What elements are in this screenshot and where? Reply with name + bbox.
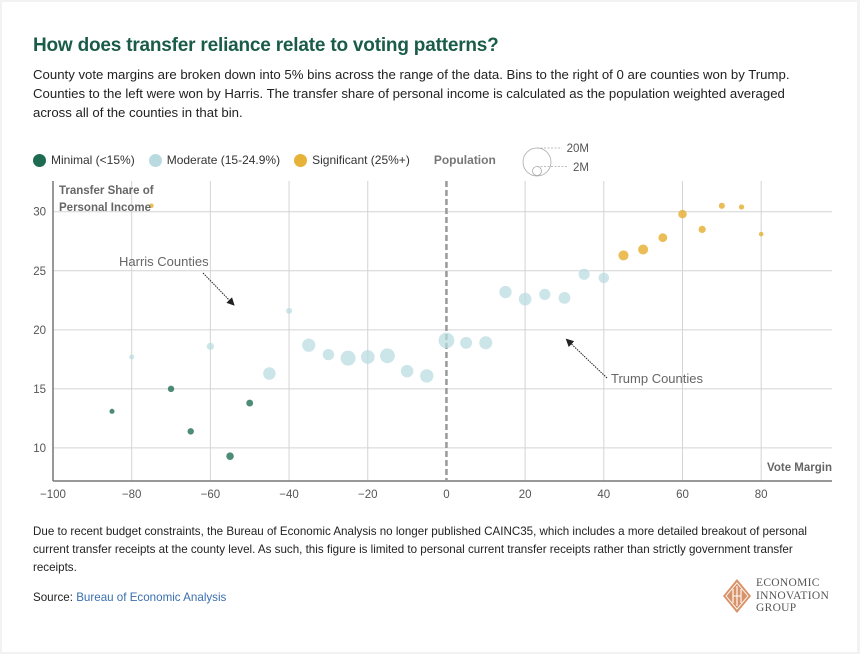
axes: −100 −80 −60 −40 −20 0 20 40 60 80 10 15 20 25 30	[33, 181, 832, 501]
y-tick-label: 25	[33, 266, 46, 278]
data-point-moderate	[380, 348, 395, 364]
data-point-minimal	[187, 428, 194, 435]
x-tick-label: −100	[40, 489, 66, 501]
legend-label-minimal: Minimal (<15%)	[51, 153, 135, 167]
y-tick-label: 15	[33, 384, 46, 396]
source-prefix: Source:	[33, 591, 73, 604]
data-point-moderate	[340, 350, 356, 366]
size-legend-circle-2m	[532, 166, 542, 176]
x-tick-label: −40	[279, 489, 299, 501]
data-point-moderate	[438, 332, 455, 349]
data-point-minimal	[246, 399, 254, 407]
chart-subtitle: County vote margins are broken down into…	[33, 67, 790, 120]
data-point-significant	[758, 231, 764, 237]
x-tick-label: 40	[597, 489, 610, 501]
data-point-moderate	[578, 268, 590, 280]
data-point-moderate	[286, 307, 293, 314]
x-axis-title: Vote Margin	[767, 462, 832, 474]
y-axis-title-line2: Personal Income	[59, 202, 151, 214]
annotation-harris-arrow	[202, 272, 235, 306]
legend-item-minimal[interactable]: Minimal (<15%)	[33, 153, 135, 167]
legend-swatch-significant	[294, 153, 308, 167]
y-tick-label: 10	[33, 443, 46, 455]
eig-logo[interactable]: ECONOMIC INNOVATION GROUP	[722, 577, 829, 615]
data-point-significant	[658, 233, 668, 243]
legend-item-significant[interactable]: Significant (25%+)	[294, 153, 410, 167]
data-point-moderate	[322, 348, 335, 361]
annotation-harris-counties: Harris Counties	[119, 254, 209, 269]
x-tick-label: −80	[122, 489, 142, 501]
legend-swatch-minimal	[33, 153, 46, 167]
data-point-moderate	[302, 338, 316, 352]
x-tick-label: 60	[676, 489, 689, 501]
x-tick-label: −60	[201, 489, 221, 501]
data-point-significant	[618, 250, 629, 261]
footnote: Due to recent budget constraints, the Bu…	[33, 525, 808, 574]
data-point-minimal	[109, 408, 115, 414]
data-point-minimal	[226, 452, 234, 460]
data-point-moderate	[558, 292, 571, 304]
grid-lines	[53, 181, 832, 481]
data-point-minimal	[167, 385, 175, 393]
x-tick-label: 20	[519, 489, 532, 501]
y-tick-label: 30	[33, 207, 46, 219]
chart-title: How does transfer reliance relate to vot…	[33, 35, 499, 56]
data-point-moderate	[206, 342, 214, 350]
data-point-significant	[638, 244, 649, 255]
y-tick-label: 20	[33, 325, 46, 337]
data-point-moderate	[263, 367, 276, 380]
source-link[interactable]: Bureau of Economic Analysis	[76, 591, 227, 604]
data-point-significant	[738, 204, 745, 210]
data-point-significant	[678, 209, 687, 219]
data-point-moderate	[539, 288, 551, 300]
data-point-moderate	[598, 272, 610, 284]
size-legend-label-20m: 20M	[567, 143, 589, 155]
size-legend-label-2m: 2M	[573, 162, 589, 174]
x-tick-label: 0	[443, 489, 449, 501]
annotation-trump-counties: Trump Counties	[611, 371, 703, 386]
eig-logo-text: ECONOMIC INNOVATION GROUP	[756, 577, 829, 615]
data-point-moderate	[420, 369, 434, 383]
eig-diamond-icon	[723, 578, 751, 613]
x-tick-label: 80	[755, 489, 768, 501]
size-legend-circle-20m	[522, 147, 552, 177]
logo-line-3: GROUP	[756, 602, 797, 614]
data-point-moderate	[518, 292, 532, 306]
axis-labels: Transfer Share of Personal Income Vote M…	[59, 185, 832, 474]
data-point-significant	[718, 202, 725, 209]
legend-label-moderate: Moderate (15-24.9%)	[166, 153, 281, 167]
population-size-legend: 20M 2M	[522, 143, 589, 177]
data-point-moderate	[499, 285, 512, 299]
logo-line-2: INNOVATION	[756, 589, 830, 602]
legend-swatch-moderate	[148, 153, 162, 167]
data-point-moderate	[400, 364, 414, 378]
annotation-trump-arrow	[565, 338, 608, 379]
data-point-moderate	[360, 350, 375, 364]
y-axis-title-line1: Transfer Share of	[59, 185, 154, 197]
population-legend-label: Population	[433, 153, 496, 167]
data-point-significant	[149, 203, 154, 209]
legend: Minimal (<15%) Moderate (15-24.9%) Signi…	[33, 150, 496, 170]
logo-line-1: ECONOMIC	[756, 577, 820, 589]
data-point-moderate	[479, 336, 493, 350]
legend-item-moderate[interactable]: Moderate (15-24.9%)	[148, 153, 281, 167]
legend-label-significant: Significant (25%+)	[312, 153, 410, 167]
source-line: Source: Bureau of Economic Analysis	[33, 591, 226, 604]
annotations: Harris Counties Trump Counties	[119, 254, 703, 386]
x-tick-label: −20	[358, 489, 378, 501]
data-point-moderate	[460, 336, 473, 349]
data-point-moderate	[129, 354, 135, 360]
data-points	[109, 202, 764, 460]
data-point-significant	[698, 225, 706, 234]
